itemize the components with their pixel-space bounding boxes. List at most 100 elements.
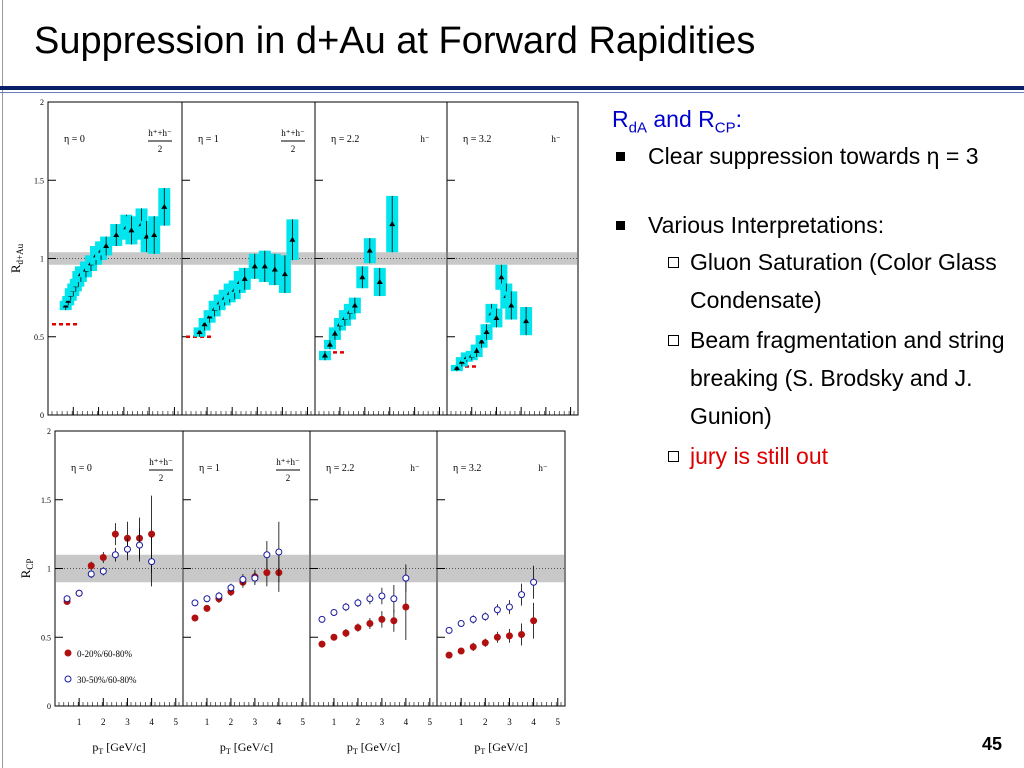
data-point	[318, 615, 326, 623]
sub-bullet: Beam fragmentation and string breaking (…	[648, 321, 1012, 435]
data-point	[289, 236, 296, 242]
sub-bullet: Gluon Saturation (Color Glass Condensate…	[648, 243, 1012, 319]
particle-label: h⁻	[538, 463, 548, 473]
data-point	[457, 647, 465, 655]
x-axis-label: pT [GeV/c]	[474, 740, 527, 756]
data-point	[239, 576, 247, 583]
data-point	[530, 578, 538, 586]
panel: η = 1 h⁺+h⁻ 2	[181, 101, 315, 416]
data-point	[330, 633, 338, 641]
page-number: 45	[982, 734, 1003, 754]
x-tick-label: 5	[174, 717, 179, 727]
data-point	[473, 347, 480, 353]
legend-label: 0-20%/60-80%	[77, 649, 132, 659]
particle-label: h⁺+h⁻	[276, 457, 300, 467]
data-point	[201, 321, 208, 327]
legend-marker	[64, 675, 72, 683]
x-tick-label: 4	[277, 717, 282, 727]
data-point	[330, 609, 338, 616]
data-point	[191, 599, 199, 607]
x-label-sub: T	[98, 747, 103, 756]
data-point	[481, 613, 489, 621]
data-point	[445, 626, 453, 634]
panel: 1 2 3 4 5 η = 3.2 h⁻ pT [GeV/c]	[436, 430, 565, 756]
data-point	[215, 592, 223, 600]
x-label-sub: T	[480, 747, 485, 756]
data-point	[505, 603, 513, 611]
particle-label: 2	[291, 144, 296, 154]
y-axis-label: Rd+Au	[8, 243, 25, 273]
data-point	[151, 232, 158, 238]
x-tick-label: 1	[77, 717, 82, 727]
x-label-main: p	[347, 740, 353, 754]
slide-title: Suppression in d+Au at Forward Rapiditie…	[34, 20, 756, 62]
data-point	[123, 545, 131, 553]
data-point	[354, 599, 362, 607]
x-label-main: p	[220, 740, 226, 754]
data-point	[457, 620, 465, 627]
data-point	[389, 221, 396, 227]
x-label-main: p	[474, 740, 480, 754]
data-point	[87, 562, 95, 570]
data-point	[113, 232, 120, 238]
data-point	[99, 567, 107, 575]
legend-label: 30-50%/60-80%	[77, 675, 137, 685]
y-tick-label: 2	[47, 427, 51, 436]
data-point	[191, 614, 199, 622]
heading-text: :	[735, 106, 742, 132]
x-axis-label: pT [GeV/c]	[347, 740, 400, 756]
data-point	[478, 338, 485, 344]
x-tick-label: 5	[556, 717, 561, 727]
x-tick-label: 1	[205, 717, 210, 727]
data-point	[261, 263, 268, 269]
y-tick-label: 2	[40, 98, 44, 107]
x-label-unit: [GeV/c]	[358, 740, 400, 754]
data-point	[342, 603, 350, 611]
x-label-sub: T	[353, 747, 358, 756]
data-point	[161, 203, 168, 209]
y-label-main: R	[8, 264, 23, 273]
data-point	[143, 233, 150, 239]
panel: 1 2 3 4 5 η = 1 h⁺+h⁻ 2 pT [GeV/c]	[182, 430, 310, 756]
data-point	[354, 624, 362, 632]
data-point	[518, 591, 526, 599]
data-point	[103, 242, 110, 248]
data-point	[321, 352, 328, 358]
data-point	[342, 629, 350, 637]
eta-label: η = 0	[64, 134, 85, 145]
particle-label: h⁺+h⁻	[281, 128, 305, 138]
data-point	[469, 615, 477, 623]
bullet-text: Various Interpretations:	[648, 211, 885, 238]
y-tick-label: 0	[40, 411, 44, 420]
data-point	[128, 227, 135, 233]
x-tick-label: 4	[404, 717, 409, 727]
eta-label: η = 2.2	[331, 134, 359, 145]
particle-label: h⁺+h⁻	[148, 128, 172, 138]
y-tick-label: 1.5	[41, 496, 51, 505]
data-point	[378, 592, 386, 600]
title-rule	[0, 86, 1024, 90]
heading-text: and R	[646, 106, 715, 132]
x-label-unit: [GeV/c]	[485, 740, 527, 754]
x-tick-label: 2	[483, 717, 488, 727]
data-point	[453, 365, 460, 371]
x-tick-label: 4	[149, 717, 154, 727]
bullet: Clear suppression towards η = 3	[612, 141, 1012, 172]
data-point	[498, 274, 505, 280]
y-tick-label: 0.5	[34, 333, 44, 342]
title-rule-thin	[0, 92, 1024, 93]
x-tick-label: 1	[459, 717, 464, 727]
x-label-main: p	[92, 740, 98, 754]
data-point	[493, 606, 501, 614]
data-point	[203, 604, 211, 612]
panel: η = 2.2 h⁻	[314, 101, 447, 416]
data-point	[378, 615, 386, 623]
x-axis-label: pT [GeV/c]	[220, 740, 273, 756]
normalization-band	[448, 252, 577, 265]
data-point	[99, 554, 107, 561]
eta-label: η = 3.2	[453, 463, 481, 474]
y-label-sub: d+Au	[15, 243, 25, 264]
data-point	[366, 595, 374, 603]
x-label-sub: T	[226, 747, 231, 756]
